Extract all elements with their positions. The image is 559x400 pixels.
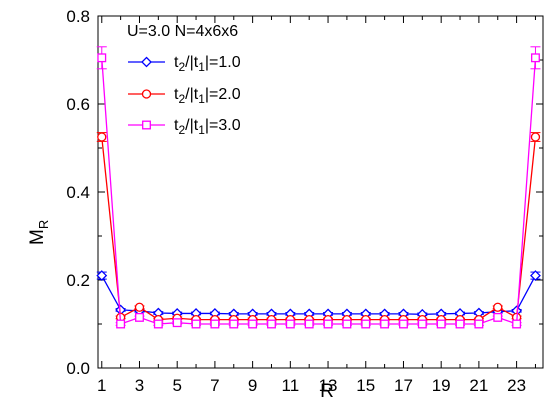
x-axis: 1 3 5 7 9 11 13 15 17 19 21 23: [97, 16, 536, 395]
square-marker: [342, 319, 352, 329]
legend-label: t2/|t1|=1.0: [174, 54, 241, 74]
x-tick-label: 11: [282, 376, 300, 395]
square-marker: [455, 319, 465, 329]
diamond-marker: [530, 270, 541, 282]
y-axis-label: MR: [27, 220, 51, 245]
square-marker: [474, 319, 484, 329]
series-line: [101, 275, 537, 315]
circle-marker: [530, 132, 541, 142]
y-axis-label-sub: R: [36, 220, 51, 229]
x-tick-label: 5: [172, 376, 181, 395]
square-marker: [229, 319, 239, 329]
y-tick-label: 0.2: [66, 271, 90, 290]
legend-item-2: t2/|t1|=2.0: [128, 86, 241, 106]
chart-annotation: U=3.0 N=4x6x6: [127, 23, 238, 40]
square-marker: [304, 319, 314, 329]
legend-item-1: t2/|t1|=1.0: [128, 54, 241, 74]
series-2: [96, 132, 541, 325]
x-tick-label: 19: [432, 376, 451, 395]
plot-area: [96, 46, 541, 329]
legend-label: t2/|t1|=3.0: [174, 117, 241, 137]
x-tick-label: 23: [507, 376, 526, 395]
y-tick-label: 0.8: [66, 7, 90, 26]
square-marker: [135, 312, 144, 322]
square-marker: [267, 319, 276, 329]
x-tick-label: 17: [394, 376, 413, 395]
legend-label: t2/|t1|=2.0: [174, 86, 241, 106]
x-tick-label: 7: [210, 376, 219, 395]
square-marker: [153, 319, 163, 329]
legend-circle-marker: [141, 89, 152, 99]
x-tick-label: 13: [319, 376, 338, 395]
legend: t2/|t1|=1.0 t2/|t1|=2.0 t2/|t1|=3.0: [128, 54, 241, 137]
square-marker: [531, 53, 540, 63]
y-tick-label: 0.6: [66, 95, 90, 114]
square-marker: [399, 319, 408, 329]
square-marker: [172, 318, 182, 328]
square-marker: [512, 319, 522, 329]
square-marker: [417, 319, 427, 329]
x-tick-label: 3: [135, 376, 144, 395]
x-tick-label: 1: [97, 376, 106, 395]
square-marker: [361, 319, 371, 329]
x-tick-label: 15: [356, 376, 375, 395]
series-3: [96, 46, 541, 329]
y-axis-label-base: M: [27, 229, 48, 245]
x-axis-label: R: [320, 381, 334, 400]
legend-item-3: t2/|t1|=3.0: [128, 117, 241, 137]
y-tick-label: 0.4: [66, 183, 90, 202]
square-marker: [248, 319, 258, 329]
square-marker: [493, 312, 503, 322]
x-tick-label: 9: [248, 376, 257, 395]
series-line: [101, 57, 537, 325]
series-line: [101, 136, 537, 321]
square-marker: [191, 319, 201, 329]
circle-marker: [493, 302, 503, 312]
legend-square-marker: [142, 120, 151, 130]
square-marker: [97, 53, 107, 63]
legend-diamond-marker: [141, 56, 152, 68]
square-marker: [380, 319, 390, 329]
y-axis: 0.0 0.2 0.4 0.6 0.8: [66, 7, 543, 378]
square-marker: [285, 319, 295, 329]
series-1: [96, 270, 541, 320]
diamond-marker: [96, 270, 108, 282]
square-marker: [323, 319, 333, 329]
x-tick-label: 21: [469, 376, 488, 395]
square-marker: [210, 319, 220, 329]
square-marker: [116, 319, 126, 329]
square-marker: [436, 319, 446, 329]
y-tick-label: 0.0: [66, 359, 90, 378]
circle-marker: [134, 302, 145, 312]
circle-marker: [97, 132, 107, 142]
